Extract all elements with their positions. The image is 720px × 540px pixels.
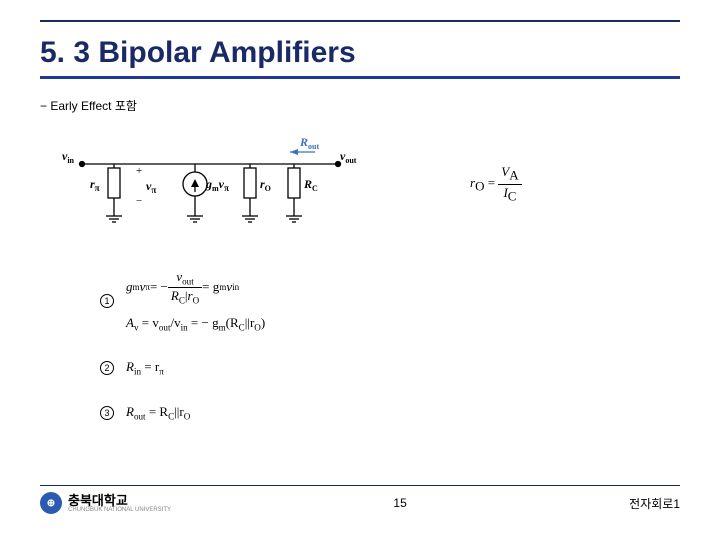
- svg-text:RC: RC: [303, 177, 318, 193]
- circuit-diagram: + −: [60, 124, 360, 234]
- svg-text:−: −: [136, 195, 142, 207]
- course-name: 전자회로1: [629, 495, 680, 512]
- eq-1: 1 gmvπ = − vout RC|rO = gmvin Av = vout/…: [100, 269, 265, 333]
- circled-1: 1: [100, 294, 114, 308]
- circled-3: 3: [100, 406, 114, 420]
- top-rule: [40, 20, 680, 22]
- title-underline: [40, 76, 680, 79]
- eq-ro: rO = VA IC: [470, 164, 522, 204]
- svg-text:vout: vout: [340, 149, 357, 165]
- svg-text:rO: rO: [260, 177, 271, 193]
- university-name: 충북대학교: [68, 494, 171, 507]
- eq-3: 3 Rout = RC||rO: [100, 404, 190, 422]
- subtitle: − Early Effect 포함: [40, 97, 680, 114]
- svg-text:+: +: [136, 165, 142, 177]
- circled-2: 2: [100, 361, 114, 375]
- svg-text:gmvπ: gmvπ: [205, 177, 229, 193]
- university-en: CHUNGBUK NATIONAL UNIVERSITY: [68, 507, 171, 513]
- content-area: + −: [40, 124, 680, 454]
- university-logo: ⊕ 충북대학교 CHUNGBUK NATIONAL UNIVERSITY: [40, 492, 171, 514]
- svg-text:Rout: Rout: [299, 135, 319, 151]
- shield-icon: ⊕: [40, 492, 62, 514]
- svg-text:rπ: rπ: [90, 177, 100, 193]
- eq-2: 2 Rin = rπ: [100, 359, 164, 377]
- svg-text:vπ: vπ: [146, 179, 156, 195]
- svg-text:vin: vin: [62, 149, 75, 165]
- footer: ⊕ 충북대학교 CHUNGBUK NATIONAL UNIVERSITY 15 …: [40, 485, 680, 514]
- slide-title: 5. 3 Bipolar Amplifiers: [40, 36, 680, 70]
- page-number: 15: [171, 496, 629, 510]
